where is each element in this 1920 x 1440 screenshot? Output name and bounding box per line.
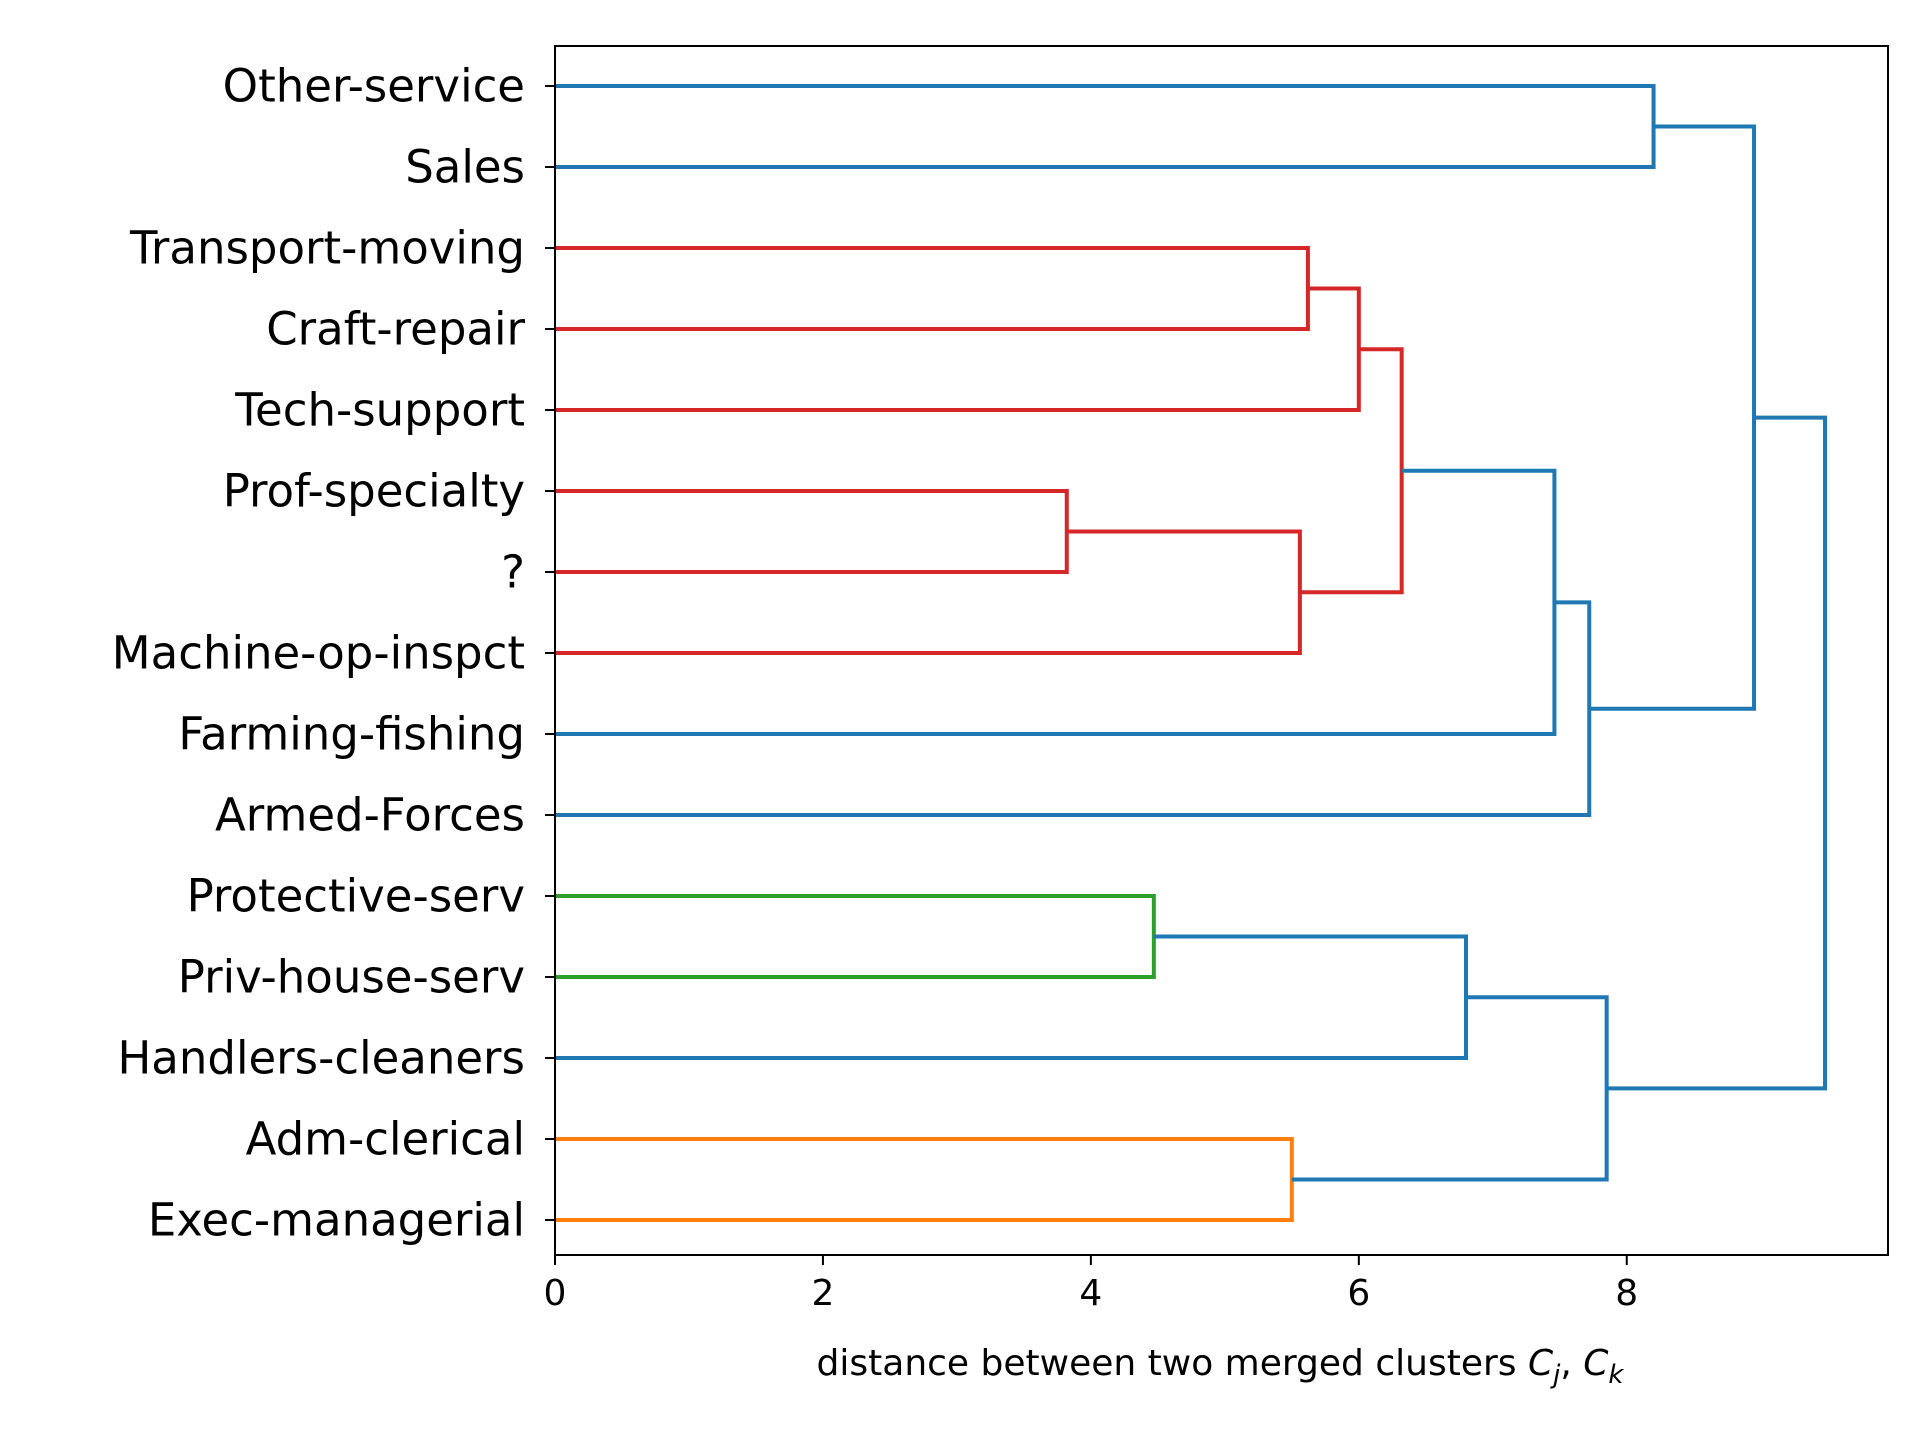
x-tick-label: 8 xyxy=(1615,1273,1638,1314)
dendrogram-link-3 xyxy=(555,1137,1294,1222)
leaf-label: Other-service xyxy=(223,60,525,113)
leaf-label: Prof-specialty xyxy=(223,465,525,518)
axes-frame xyxy=(554,45,1889,1256)
leaf-labels: Other-service Sales Transport-moving Craft-… xyxy=(112,60,555,1247)
plot-area xyxy=(555,46,1888,1255)
leaf-label: Armed-Forces xyxy=(215,789,525,842)
leaf-label: Protective-serv xyxy=(187,870,525,923)
dendrogram-link-5 xyxy=(555,246,1310,331)
leaf-label: Priv-house-serv xyxy=(178,951,525,1004)
dendrogram-link-4 xyxy=(555,529,1302,655)
leaf-label: Machine-op-inspct xyxy=(112,627,525,680)
leaf-label: Sales xyxy=(405,141,525,194)
leaf-label: Craft-repair xyxy=(266,303,525,356)
leaf-label: Adm-clerical xyxy=(246,1113,525,1166)
leaf-label: Exec-managerial xyxy=(148,1194,525,1247)
dendrogram-link-13 xyxy=(1589,124,1757,711)
x-axis: 0 2 4 6 8 xyxy=(544,1255,1638,1314)
leaf-label: ? xyxy=(501,546,525,599)
leaf-label: Handlers-cleaners xyxy=(117,1032,525,1085)
dendrogram-link-8 xyxy=(555,934,1468,1060)
leaf-label: Tech-support xyxy=(234,384,525,437)
dendrogram-link-14 xyxy=(1606,415,1828,1091)
x-tick-label: 2 xyxy=(811,1273,834,1314)
x-tick-label: 6 xyxy=(1347,1273,1370,1314)
x-axis-label: distance between two merged clusters Cj,… xyxy=(817,1343,1625,1390)
dendrogram-link-12 xyxy=(555,84,1656,169)
leaf-label: Transport-moving xyxy=(129,222,525,275)
x-tick-label: 4 xyxy=(1079,1273,1102,1314)
dendrogram-link-1 xyxy=(555,489,1069,574)
dendrogram-link-11 xyxy=(1291,995,1609,1182)
leaf-label: Farming-fishing xyxy=(178,708,525,761)
x-tick-label: 0 xyxy=(544,1273,567,1314)
dendrogram-links xyxy=(555,84,1828,1222)
